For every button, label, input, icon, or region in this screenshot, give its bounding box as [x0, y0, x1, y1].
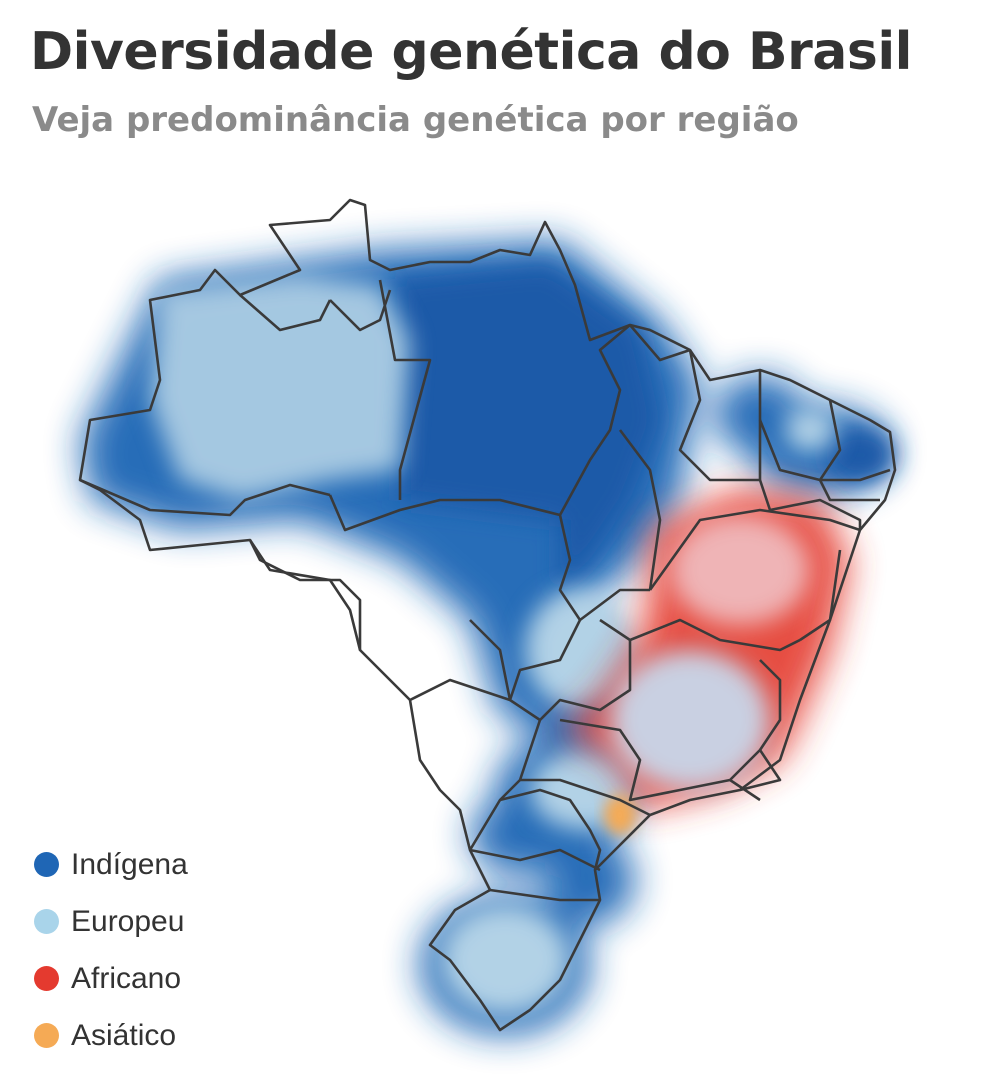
state-borders: [78, 198, 897, 1032]
brazil-genetic-map: [78, 198, 897, 1035]
page-subtitle: Veja predominância genética por região: [32, 100, 799, 140]
legend-item-asiatico: Asiático: [34, 1007, 188, 1064]
legend-dot-africano: [34, 966, 59, 991]
legend-dot-europeu: [34, 909, 59, 934]
page-title: Diversidade genética do Brasil: [30, 22, 912, 82]
legend: Indígena Europeu Africano Asiático: [34, 836, 188, 1064]
indigena-core-layer: [395, 265, 895, 590]
legend-label-indigena: Indígena: [71, 847, 188, 881]
brazil-outline: [78, 198, 897, 1032]
legend-item-europeu: Europeu: [34, 893, 188, 950]
legend-label-africano: Africano: [71, 961, 182, 995]
legend-item-indigena: Indígena: [34, 836, 188, 893]
africano-inner-layer: [610, 515, 810, 790]
legend-label-asiatico: Asiático: [71, 1018, 177, 1052]
legend-dot-indigena: [34, 852, 59, 877]
legend-dot-asiatico: [34, 1023, 59, 1048]
legend-item-africano: Africano: [34, 950, 188, 1007]
legend-label-europeu: Europeu: [71, 904, 185, 938]
